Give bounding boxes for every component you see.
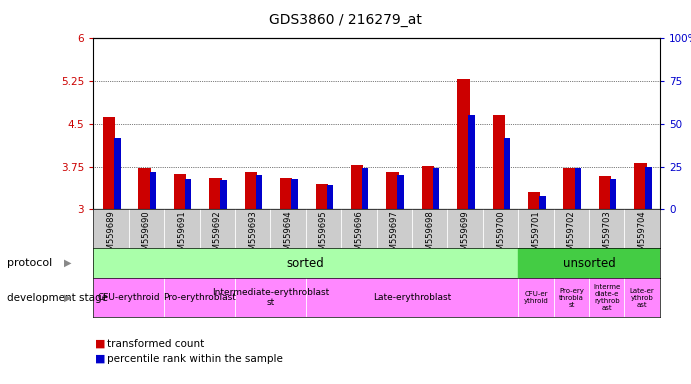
Text: ▶: ▶ <box>64 293 71 303</box>
Bar <box>553 278 589 317</box>
Bar <box>149 172 156 209</box>
Text: GSM559692: GSM559692 <box>213 210 222 261</box>
Text: GSM559693: GSM559693 <box>248 210 257 261</box>
Bar <box>209 178 222 209</box>
Bar <box>351 165 363 209</box>
Text: ■: ■ <box>95 354 106 364</box>
Bar <box>625 278 660 317</box>
Text: ■: ■ <box>95 339 106 349</box>
Text: GSM559704: GSM559704 <box>638 210 647 261</box>
Bar <box>518 248 678 278</box>
Text: Interme
diate-e
rythrob
ast: Interme diate-e rythrob ast <box>593 284 621 311</box>
Text: Intermediate-erythroblast
st: Intermediate-erythroblast st <box>211 288 329 307</box>
Bar <box>316 184 328 209</box>
Bar <box>504 137 510 209</box>
Bar <box>528 192 540 209</box>
Bar <box>574 168 581 209</box>
Bar <box>93 248 518 278</box>
Bar <box>518 278 553 317</box>
Bar <box>138 168 151 209</box>
Bar <box>539 195 545 209</box>
Text: CFU-erythroid: CFU-erythroid <box>97 293 160 302</box>
Text: GDS3860 / 216279_at: GDS3860 / 216279_at <box>269 13 422 27</box>
Text: Late-er
ythrob
ast: Late-er ythrob ast <box>630 288 654 308</box>
Text: GSM559690: GSM559690 <box>142 210 151 261</box>
Text: development stage: development stage <box>7 293 108 303</box>
Bar <box>256 175 262 209</box>
Text: GSM559691: GSM559691 <box>178 210 187 261</box>
Text: GSM559695: GSM559695 <box>319 210 328 261</box>
Bar <box>291 179 298 209</box>
Bar <box>174 174 187 209</box>
Text: unsorted: unsorted <box>562 257 616 270</box>
Bar <box>645 167 652 209</box>
Bar <box>362 168 368 209</box>
Text: GSM559700: GSM559700 <box>496 210 505 261</box>
Bar <box>610 179 616 209</box>
Bar <box>563 168 576 209</box>
Bar <box>433 168 439 209</box>
Text: transformed count: transformed count <box>107 339 205 349</box>
Bar <box>493 115 505 209</box>
Bar <box>305 278 518 317</box>
Text: GSM559699: GSM559699 <box>461 210 470 261</box>
Text: Pro-ery
throbla
st: Pro-ery throbla st <box>559 288 584 308</box>
Bar <box>457 79 470 209</box>
Text: GSM559689: GSM559689 <box>106 210 115 261</box>
Text: ▶: ▶ <box>64 258 71 268</box>
Text: Pro-erythroblast: Pro-erythroblast <box>163 293 236 302</box>
Bar <box>589 278 625 317</box>
Text: GSM559694: GSM559694 <box>283 210 292 261</box>
Bar <box>114 137 120 209</box>
Text: GSM559697: GSM559697 <box>390 210 399 261</box>
Bar <box>280 178 292 209</box>
Text: GSM559696: GSM559696 <box>354 210 363 261</box>
Bar <box>634 162 647 209</box>
Bar <box>220 180 227 209</box>
Text: GSM559698: GSM559698 <box>425 210 434 261</box>
Text: protocol: protocol <box>7 258 52 268</box>
Bar <box>327 185 333 209</box>
Bar <box>185 179 191 209</box>
Text: sorted: sorted <box>287 257 325 270</box>
Bar <box>422 166 434 209</box>
Text: Late-erythroblast: Late-erythroblast <box>373 293 451 302</box>
Bar <box>103 117 115 209</box>
Bar <box>93 278 164 317</box>
Bar <box>245 172 257 209</box>
Bar <box>397 175 404 209</box>
Text: CFU-er
ythroid: CFU-er ythroid <box>524 291 549 304</box>
Text: GSM559702: GSM559702 <box>567 210 576 261</box>
Bar <box>468 115 475 209</box>
Bar <box>164 278 235 317</box>
Text: GSM559703: GSM559703 <box>603 210 612 261</box>
Bar <box>235 278 305 317</box>
Bar <box>386 172 399 209</box>
Bar <box>599 176 612 209</box>
Text: GSM559701: GSM559701 <box>531 210 540 261</box>
Text: percentile rank within the sample: percentile rank within the sample <box>107 354 283 364</box>
